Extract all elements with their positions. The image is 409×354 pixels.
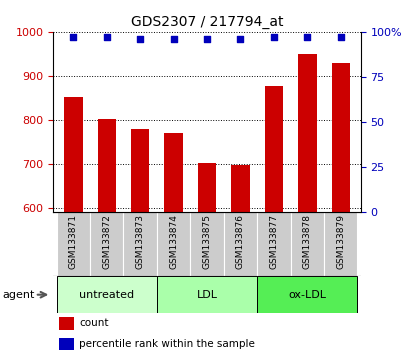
Point (103, 34, 110, 40)
Bar (123, 212, 157, 276)
Point (70, 34, 76, 40)
Bar (59, 338, 74, 350)
Point (203, 36, 210, 42)
Bar (231, 165, 249, 354)
Bar (256, 276, 357, 313)
Bar (56, 276, 157, 313)
Bar (164, 133, 182, 354)
Point (337, 34, 343, 40)
Title: GDS2307 / 217794_at: GDS2307 / 217794_at (130, 16, 283, 29)
Bar (223, 212, 256, 276)
Text: GSM133877: GSM133877 (269, 214, 278, 269)
Text: percentile rank within the sample: percentile rank within the sample (79, 339, 255, 349)
Bar (90, 212, 123, 276)
Text: GSM133872: GSM133872 (102, 214, 111, 269)
Bar (157, 212, 190, 276)
Bar (59, 318, 74, 330)
Text: GSM133875: GSM133875 (202, 214, 211, 269)
Bar (331, 63, 349, 354)
Bar (190, 212, 223, 276)
Point (237, 36, 243, 42)
Point (170, 36, 176, 42)
Bar (97, 119, 116, 354)
Text: untreated: untreated (79, 290, 134, 300)
Text: GSM133879: GSM133879 (335, 214, 344, 269)
Bar (264, 86, 282, 354)
Bar (131, 129, 149, 354)
Point (270, 34, 276, 40)
Point (137, 36, 143, 42)
Bar (157, 276, 256, 313)
Text: GSM133874: GSM133874 (169, 214, 178, 269)
Bar (56, 212, 90, 276)
Bar (290, 212, 323, 276)
Text: GSM133871: GSM133871 (69, 214, 78, 269)
Bar (323, 212, 357, 276)
Text: GSM133876: GSM133876 (236, 214, 244, 269)
Text: GSM133878: GSM133878 (302, 214, 311, 269)
Bar (198, 162, 216, 354)
Bar (297, 54, 316, 354)
Text: GSM133873: GSM133873 (135, 214, 144, 269)
Text: agent: agent (2, 290, 34, 300)
Text: count: count (79, 319, 109, 329)
Bar (256, 212, 290, 276)
Point (303, 34, 310, 40)
Text: LDL: LDL (196, 290, 217, 300)
Bar (64, 97, 82, 354)
Text: ox-LDL: ox-LDL (288, 290, 326, 300)
